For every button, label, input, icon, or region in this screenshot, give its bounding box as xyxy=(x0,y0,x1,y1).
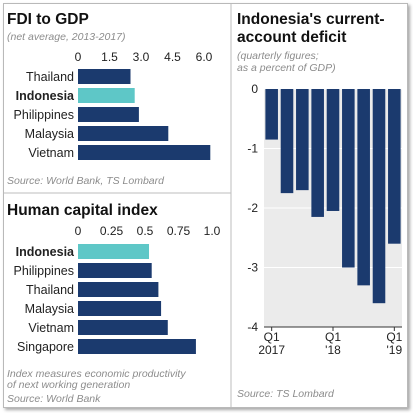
fdi-x-tick-label: 3.0 xyxy=(133,50,150,64)
fdi-chart-subtitle: (net average, 2013-2017) xyxy=(7,31,126,43)
ca-x-tick-quarter: Q1 xyxy=(264,330,280,344)
hci-x-tick-label: 0.5 xyxy=(137,224,154,238)
ca-chart-title-line-1: Indonesia's current- xyxy=(237,11,385,28)
ca-bar-2017-q1 xyxy=(265,89,278,140)
hci-bar-thailand xyxy=(78,282,159,297)
ca-x-tick-year: '18 xyxy=(325,343,341,357)
chart-panel: FDI to GDP (net average, 2013-2017) 0 1.5… xyxy=(3,3,408,408)
hci-x-tick-label: 0.75 xyxy=(167,224,191,238)
hci-x-tick-label: 1.0 xyxy=(204,224,221,238)
ca-bar-2018-q3 xyxy=(357,89,370,286)
fdi-bar-vietnam xyxy=(78,145,211,160)
hci-bar-vietnam xyxy=(78,320,168,335)
hci-chart-source: Source: World Bank xyxy=(7,393,101,405)
hci-bar-singapore xyxy=(78,339,196,354)
fdi-bar-indonesia xyxy=(78,88,135,103)
ca-bar-2018-q1 xyxy=(326,89,340,211)
fdi-category-label-malaysia: Malaysia xyxy=(25,127,74,141)
fdi-bar-malaysia xyxy=(78,126,169,141)
fdi-chart-source: Source: World Bank, TS Lombard xyxy=(7,175,165,187)
ca-y-tick-label: -1 xyxy=(247,142,258,156)
ca-chart-subtitle-line-2: as a percent of GDP) xyxy=(237,62,336,74)
hci-chart-note-line-1: Index measures economic productivity xyxy=(7,368,186,380)
ca-y-tick-label: -4 xyxy=(247,320,258,334)
ca-bar-2018-q2 xyxy=(342,89,355,268)
ca-chart-subtitle: (quarterly figures; as a percent of GDP) xyxy=(237,50,336,74)
hci-category-label-indonesia: Indonesia xyxy=(16,245,75,259)
hci-category-label-thailand: Thailand xyxy=(26,283,74,297)
ca-bar-2017-q4 xyxy=(311,89,324,217)
ca-bar-2017-q3 xyxy=(296,89,309,191)
ca-chart-title-line-2: account deficit xyxy=(237,29,346,46)
hci-category-label-malaysia: Malaysia xyxy=(25,302,74,316)
ca-x-tick-quarter: Q1 xyxy=(386,330,402,344)
ca-x-tick-year: '19 xyxy=(387,343,403,357)
hci-bar-indonesia xyxy=(78,244,150,259)
ca-bar-2019-q1 xyxy=(388,89,401,244)
hci-chart-note: Index measures economic productivity of … xyxy=(7,368,189,391)
hci-category-label-philippines: Philippines xyxy=(14,264,74,278)
fdi-bar-thailand xyxy=(78,69,131,84)
hci-category-label-singapore: Singapore xyxy=(17,340,74,354)
fdi-x-tick-label: 6.0 xyxy=(196,50,213,64)
hci-category-label-vietnam: Vietnam xyxy=(28,321,74,335)
ca-chart-title: Indonesia's current- account deficit xyxy=(237,11,389,46)
hci-x-tick-label: 0 xyxy=(75,224,82,238)
fdi-category-label-thailand: Thailand xyxy=(26,70,74,84)
ca-chart-source: Source: TS Lombard xyxy=(237,388,335,400)
ca-x-tick-quarter: Q1 xyxy=(325,330,341,344)
fdi-category-label-philippines: Philippines xyxy=(14,108,74,122)
fdi-category-label-vietnam: Vietnam xyxy=(28,146,74,160)
hci-chart-title: Human capital index xyxy=(7,202,158,219)
fdi-x-tick-label: 1.5 xyxy=(101,50,118,64)
ca-x-tick-year: 2017 xyxy=(258,343,285,357)
chart-figure: FDI to GDP (net average, 2013-2017) 0 1.5… xyxy=(4,4,403,407)
fdi-x-tick-label: 4.5 xyxy=(164,50,181,64)
hci-chart-note-line-2: of next working generation xyxy=(7,379,130,391)
ca-bar-2018-q4 xyxy=(372,89,386,304)
fdi-chart-title: FDI to GDP xyxy=(7,11,89,28)
hci-x-tick-label: 0.25 xyxy=(100,224,124,238)
ca-y-tick-label: 0 xyxy=(251,82,258,96)
hci-bar-philippines xyxy=(78,263,152,278)
fdi-bar-philippines xyxy=(78,107,139,122)
ca-y-tick-label: -3 xyxy=(247,261,258,275)
hci-bar-malaysia xyxy=(78,301,162,316)
ca-y-tick-label: -2 xyxy=(247,201,258,215)
fdi-category-label-indonesia: Indonesia xyxy=(16,89,75,103)
ca-chart-subtitle-line-1: (quarterly figures; xyxy=(237,50,319,62)
ca-bar-2017-q2 xyxy=(280,89,294,194)
fdi-x-tick-label: 0 xyxy=(75,50,82,64)
